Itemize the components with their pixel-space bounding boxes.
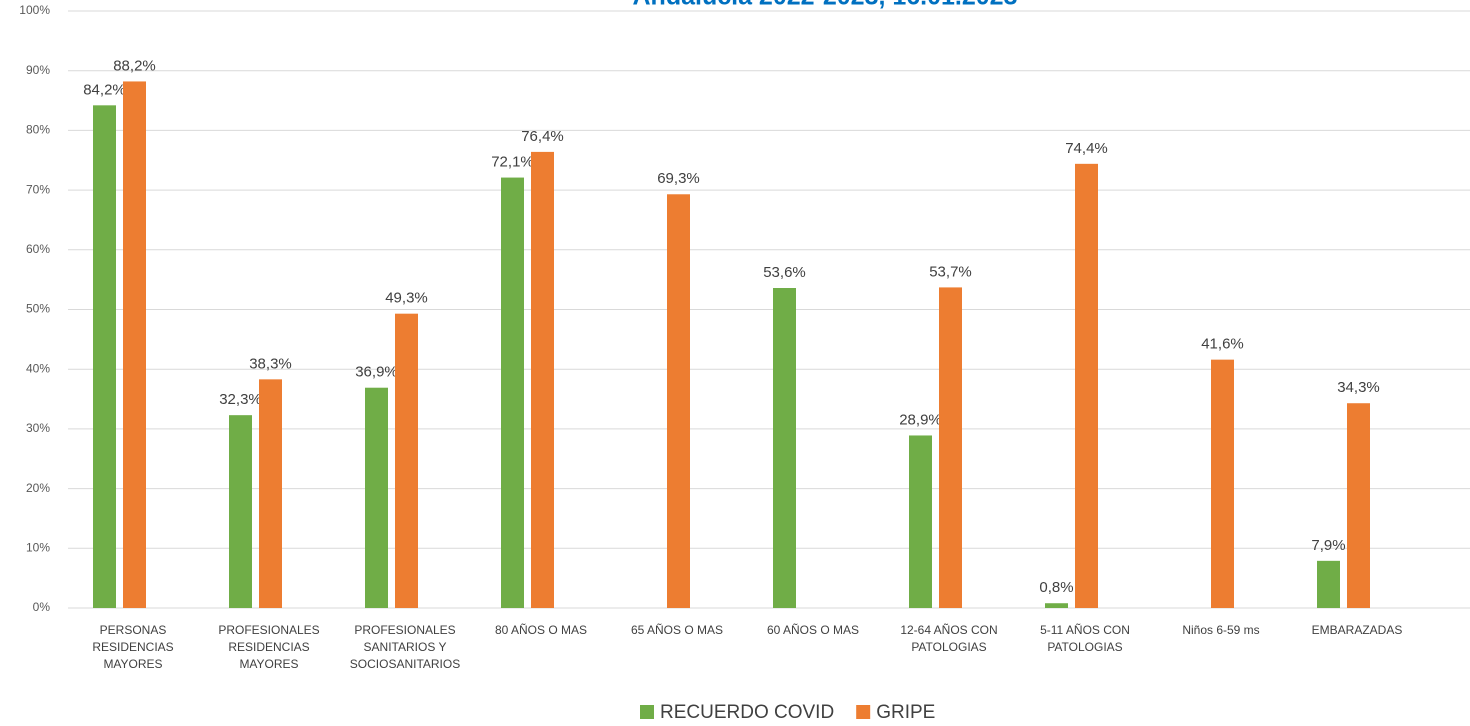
y-tick-label: 40% xyxy=(26,361,50,375)
bar xyxy=(1317,560,1340,608)
y-tick-label: 10% xyxy=(26,540,50,554)
legend-label: GRIPE xyxy=(876,702,935,723)
bar xyxy=(1045,603,1068,608)
y-tick-label: 80% xyxy=(26,123,50,137)
data-label: 32,3% xyxy=(219,391,262,408)
bar xyxy=(123,81,146,609)
bar xyxy=(395,313,418,608)
data-label: 41,6% xyxy=(1201,336,1244,353)
y-tick-label: 90% xyxy=(26,63,50,77)
data-label: 69,3% xyxy=(657,170,700,187)
data-label: 76,4% xyxy=(521,128,564,145)
y-tick-label: 20% xyxy=(26,481,50,495)
y-tick-label: 60% xyxy=(26,242,50,256)
x-tick-label: PERSONAS RESIDENCIAS MAYORES xyxy=(92,623,174,671)
data-label: 7,9% xyxy=(1311,537,1345,554)
legend-label: RECUERDO COVID xyxy=(660,702,834,723)
bar xyxy=(259,379,282,608)
x-tick-label: 65 AÑOS O MAS xyxy=(630,623,724,637)
x-tick-label: 12-64 AÑOS CON PATOLOGIAS xyxy=(900,623,998,654)
x-tick-label: 5-11 AÑOS CON PATOLOGIAS xyxy=(1040,623,1130,654)
x-tick-label: Niños 6-59 ms xyxy=(1182,623,1260,637)
bar xyxy=(773,288,796,608)
data-label: 53,7% xyxy=(929,263,972,280)
legend-swatch xyxy=(856,705,871,719)
bar xyxy=(229,415,252,608)
data-label: 88,2% xyxy=(113,57,156,74)
data-label: 28,9% xyxy=(899,411,942,428)
bar xyxy=(93,105,116,609)
y-tick-label: 0% xyxy=(33,600,51,614)
data-label: 34,3% xyxy=(1337,379,1380,396)
data-label: 36,9% xyxy=(355,364,398,381)
x-tick-label: PROFESIONALES SANITARIOS Y SOCIOSANITARI… xyxy=(349,623,461,671)
bar xyxy=(939,287,962,608)
y-tick-label: 70% xyxy=(26,182,50,196)
data-label: 53,6% xyxy=(763,264,806,281)
y-tick-label: 30% xyxy=(26,421,50,435)
y-tick-label: 50% xyxy=(26,302,50,316)
data-label: 74,4% xyxy=(1065,140,1108,157)
bar xyxy=(1075,163,1098,608)
data-label: 38,3% xyxy=(249,355,292,372)
x-tick-label: PROFESIONALES RESIDENCIAS MAYORES xyxy=(218,623,320,671)
bar xyxy=(667,194,690,609)
bar xyxy=(501,177,524,609)
x-tick-label: EMBARAZADAS xyxy=(1311,623,1403,637)
data-label: 49,3% xyxy=(385,290,428,307)
legend-swatch xyxy=(640,705,654,719)
data-label: 84,2% xyxy=(83,81,126,98)
chart-title: Andalucía 2022-2023, 16.01.2023 xyxy=(633,0,1018,11)
bar xyxy=(1211,359,1234,608)
x-tick-label: 80 AÑOS O MAS xyxy=(494,623,588,637)
x-tick-label: 60 AÑOS O MAS xyxy=(766,623,860,637)
y-tick-label: 100% xyxy=(19,3,50,17)
bar xyxy=(909,435,932,608)
bar xyxy=(365,387,388,608)
bar xyxy=(1347,403,1370,608)
bar xyxy=(531,151,554,608)
data-label: 0,8% xyxy=(1039,579,1073,596)
data-label: 72,1% xyxy=(491,154,534,171)
